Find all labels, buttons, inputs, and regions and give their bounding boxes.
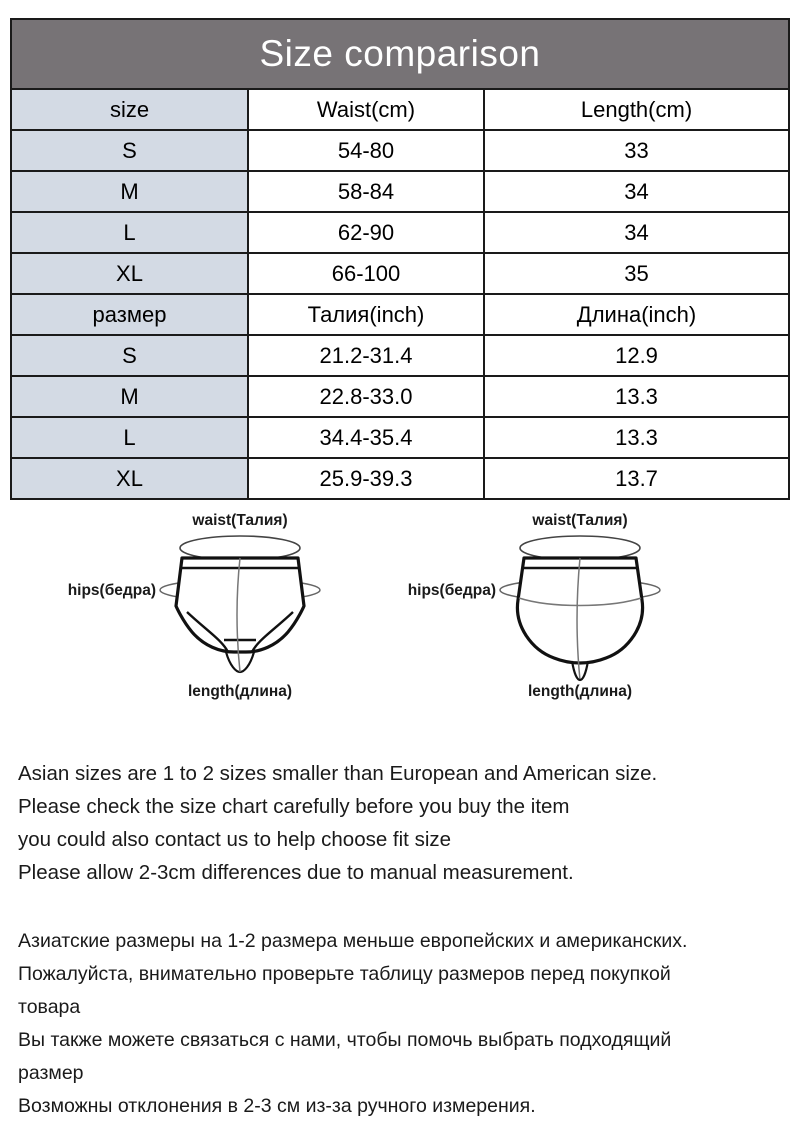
- cell-size: M: [10, 375, 249, 418]
- cell-length: 12.9: [482, 334, 791, 377]
- cell-length: 13.3: [482, 375, 791, 418]
- cell-waist: 58-84: [247, 170, 485, 213]
- page-title: Size comparison: [9, 18, 791, 90]
- waist-label: waist(Талия): [531, 512, 627, 529]
- note-line: Вы также можете связаться с нами, чтобы …: [18, 1029, 672, 1051]
- column-header-size-cm: size: [10, 88, 249, 131]
- center-seam: [576, 557, 581, 681]
- note-line: товара: [18, 996, 81, 1018]
- note-line: Азиатские размеры на 1-2 размера меньше …: [18, 930, 688, 952]
- column-header-waist-inch: Талия(inch): [247, 293, 485, 336]
- cell-size: XL: [10, 252, 249, 295]
- brief-illustration: waist(Талия) hips(бедра) length(длина): [68, 512, 321, 700]
- column-header-length-cm: Length(cm): [482, 88, 791, 131]
- table-row: M 22.8-33.0 13.3: [10, 375, 791, 418]
- notes-english: Asian sizes are 1 to 2 sizes smaller tha…: [18, 757, 788, 889]
- waist-label: waist(Талия): [191, 512, 287, 529]
- hips-label: hips(бедра): [408, 582, 496, 599]
- table-row: XL 66-100 35: [10, 252, 791, 295]
- boyshort-outline: [515, 556, 645, 665]
- cell-size: L: [10, 211, 249, 254]
- diagram-brief: waist(Талия) hips(бедра) length(длина): [60, 500, 420, 710]
- column-header-length-inch: Длина(inch): [482, 293, 791, 336]
- note-line: Возможны отклонения в 2-3 см из-за ручно…: [18, 1095, 536, 1117]
- hips-label: hips(бедра): [68, 582, 156, 599]
- cell-length: 34: [482, 211, 791, 254]
- note-line: размер: [18, 1062, 84, 1084]
- length-label: length(длина): [528, 683, 632, 700]
- column-header-waist-cm: Waist(cm): [247, 88, 485, 131]
- leg-opening-left: [186, 611, 230, 653]
- cell-size: XL: [10, 457, 249, 500]
- note-line: you could also contact us to help choose…: [18, 828, 452, 851]
- cell-size: S: [10, 129, 249, 172]
- table-row: XL 25.9-39.3 13.7: [10, 457, 791, 500]
- note-line: Please allow 2-3cm differences due to ma…: [18, 861, 574, 884]
- cell-waist: 22.8-33.0: [247, 375, 485, 418]
- cell-waist: 25.9-39.3: [247, 457, 485, 500]
- center-seam: [236, 557, 241, 673]
- table-row: S 54-80 33: [10, 129, 791, 172]
- cell-waist: 21.2-31.4: [247, 334, 485, 377]
- cell-size: M: [10, 170, 249, 213]
- cell-length: 34: [482, 170, 791, 213]
- size-comparison-table: Size comparison size Waist(cm) Length(cm…: [9, 18, 791, 500]
- note-line: Please check the size chart carefully be…: [18, 795, 570, 818]
- table-row: S 21.2-31.4 12.9: [10, 334, 791, 377]
- cell-size: L: [10, 416, 249, 459]
- cell-waist: 66-100: [247, 252, 485, 295]
- cell-length: 13.7: [482, 457, 791, 500]
- column-header-size-inch: размер: [10, 293, 249, 336]
- notes-russian: Азиатские размеры на 1-2 размера меньше …: [18, 925, 793, 1123]
- table-row: L 62-90 34: [10, 211, 791, 254]
- table-header-inch: размер Талия(inch) Длина(inch): [10, 293, 791, 336]
- brief-outline: [174, 556, 306, 654]
- note-line: Пожалуйста, внимательно проверьте таблиц…: [18, 963, 671, 985]
- table-header-cm: size Waist(cm) Length(cm): [10, 88, 791, 131]
- length-label: length(длина): [188, 683, 292, 700]
- cell-waist: 62-90: [247, 211, 485, 254]
- note-line: Asian sizes are 1 to 2 sizes smaller tha…: [18, 762, 658, 785]
- cell-size: S: [10, 334, 249, 377]
- cell-waist: 54-80: [247, 129, 485, 172]
- table-title-row: Size comparison: [9, 18, 791, 90]
- table-row: M 58-84 34: [10, 170, 791, 213]
- measurement-diagrams: waist(Талия) hips(бедра) length(длина) w…: [0, 500, 800, 710]
- table-row: L 34.4-35.4 13.3: [10, 416, 791, 459]
- boyshort-illustration: waist(Талия) hips(бедра) length(длина): [408, 512, 661, 700]
- diagram-boyshort: waist(Талия) hips(бедра) length(длина): [400, 500, 760, 710]
- gusset-tip: [570, 660, 590, 682]
- cell-length: 33: [482, 129, 791, 172]
- cell-waist: 34.4-35.4: [247, 416, 485, 459]
- cell-length: 35: [482, 252, 791, 295]
- hip-seam: [518, 597, 642, 607]
- leg-opening-right: [250, 611, 294, 653]
- cell-length: 13.3: [482, 416, 791, 459]
